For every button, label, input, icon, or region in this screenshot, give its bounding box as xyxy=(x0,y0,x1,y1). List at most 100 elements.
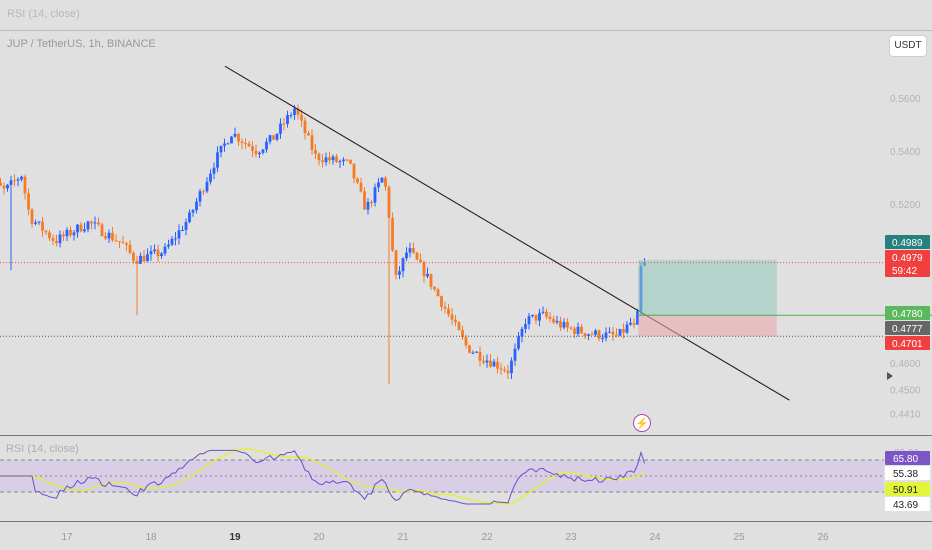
candle-body[interactable] xyxy=(104,236,107,239)
trendline[interactable] xyxy=(224,65,790,401)
candle-body[interactable] xyxy=(328,157,331,161)
candle-body[interactable] xyxy=(251,146,254,151)
candle-body[interactable] xyxy=(342,159,345,162)
candle-body[interactable] xyxy=(69,229,72,236)
candle-body[interactable] xyxy=(552,318,555,323)
candle-body[interactable] xyxy=(303,120,307,134)
candle-body[interactable] xyxy=(202,191,205,193)
candle-body[interactable] xyxy=(377,182,380,188)
candle-body[interactable] xyxy=(177,230,181,239)
candle-body[interactable] xyxy=(345,159,349,161)
candle-body[interactable] xyxy=(562,322,566,328)
candle-body[interactable] xyxy=(149,251,153,255)
candle-body[interactable] xyxy=(359,182,363,192)
candle-body[interactable] xyxy=(30,209,34,224)
candle-body[interactable] xyxy=(471,352,475,354)
candle-body[interactable] xyxy=(454,319,457,323)
candle-body[interactable] xyxy=(433,287,436,290)
candle-body[interactable] xyxy=(240,141,244,143)
flash-event-icon[interactable]: ⚡ xyxy=(633,414,651,432)
candle-body[interactable] xyxy=(401,258,405,272)
candle-body[interactable] xyxy=(615,334,618,336)
candle-body[interactable] xyxy=(366,202,370,210)
candle-body[interactable] xyxy=(405,252,408,259)
position-profit-zone[interactable] xyxy=(638,259,777,316)
candle-body[interactable] xyxy=(461,330,464,338)
candle-body[interactable] xyxy=(90,221,93,224)
candle-body[interactable] xyxy=(114,240,118,242)
candle-body[interactable] xyxy=(156,249,160,257)
candle-body[interactable] xyxy=(569,327,573,329)
candle-body[interactable] xyxy=(415,252,419,260)
candle-body[interactable] xyxy=(352,163,356,179)
candle-body[interactable] xyxy=(419,259,422,263)
candle-body[interactable] xyxy=(513,348,517,361)
candle-body[interactable] xyxy=(167,244,170,247)
candle-body[interactable] xyxy=(517,336,520,349)
candle-body[interactable] xyxy=(226,143,230,145)
candle-body[interactable] xyxy=(184,222,188,231)
candle-body[interactable] xyxy=(27,193,30,210)
candle-body[interactable] xyxy=(268,135,272,142)
candle-body[interactable] xyxy=(111,232,114,241)
candle-body[interactable] xyxy=(426,273,429,277)
candle-body[interactable] xyxy=(128,244,132,253)
candle-body[interactable] xyxy=(576,326,580,335)
candle-body[interactable] xyxy=(13,180,16,182)
candle-body[interactable] xyxy=(261,149,265,153)
candle-body[interactable] xyxy=(538,312,541,321)
candle-body[interactable] xyxy=(636,311,639,325)
candle-body[interactable] xyxy=(317,153,321,161)
candle-body[interactable] xyxy=(282,123,286,125)
candle-body[interactable] xyxy=(86,221,90,230)
candle-body[interactable] xyxy=(356,178,359,183)
candle-body[interactable] xyxy=(209,173,212,182)
candle-body[interactable] xyxy=(244,142,247,144)
candle-body[interactable] xyxy=(307,133,310,136)
candle-body[interactable] xyxy=(373,187,377,203)
candle-body[interactable] xyxy=(65,229,69,237)
candle-body[interactable] xyxy=(408,248,412,253)
candle-body[interactable] xyxy=(170,238,174,245)
candle-body[interactable] xyxy=(286,115,289,124)
candle-body[interactable] xyxy=(37,221,41,223)
candle-body[interactable] xyxy=(300,114,303,121)
candle-body[interactable] xyxy=(76,224,79,233)
candle-body[interactable] xyxy=(55,240,58,244)
candle-body[interactable] xyxy=(121,242,125,244)
candle-body[interactable] xyxy=(142,255,146,262)
candle-body[interactable] xyxy=(457,322,461,331)
candle-body[interactable] xyxy=(492,361,496,367)
candle-body[interactable] xyxy=(163,246,167,254)
candle-body[interactable] xyxy=(422,262,426,277)
candle-body[interactable] xyxy=(475,351,478,353)
candle-body[interactable] xyxy=(555,320,559,323)
candle-body[interactable] xyxy=(83,229,86,232)
candle-body[interactable] xyxy=(146,254,149,262)
candle-body[interactable] xyxy=(625,324,629,333)
candle-body[interactable] xyxy=(51,238,55,241)
candle-body[interactable] xyxy=(233,133,237,137)
candle-body[interactable] xyxy=(541,311,545,313)
candle-body[interactable] xyxy=(583,333,587,336)
candle-body[interactable] xyxy=(93,222,97,224)
candle-body[interactable] xyxy=(160,253,163,257)
candle-body[interactable] xyxy=(216,152,219,168)
currency-button[interactable]: USDT xyxy=(889,35,927,57)
candle-body[interactable] xyxy=(450,314,454,320)
candle-body[interactable] xyxy=(580,326,583,334)
candle-body[interactable] xyxy=(545,311,548,317)
candle-body[interactable] xyxy=(629,322,632,325)
candle-body[interactable] xyxy=(324,157,328,163)
candle-body[interactable] xyxy=(468,345,471,353)
candle-body[interactable] xyxy=(531,314,534,317)
candle-body[interactable] xyxy=(174,238,177,240)
candle-body[interactable] xyxy=(335,156,338,162)
candle-body[interactable] xyxy=(597,330,601,339)
candle-body[interactable] xyxy=(212,167,216,174)
candle-body[interactable] xyxy=(139,255,142,264)
candle-body[interactable] xyxy=(191,210,195,213)
candle-body[interactable] xyxy=(254,150,258,155)
candle-body[interactable] xyxy=(489,360,492,367)
